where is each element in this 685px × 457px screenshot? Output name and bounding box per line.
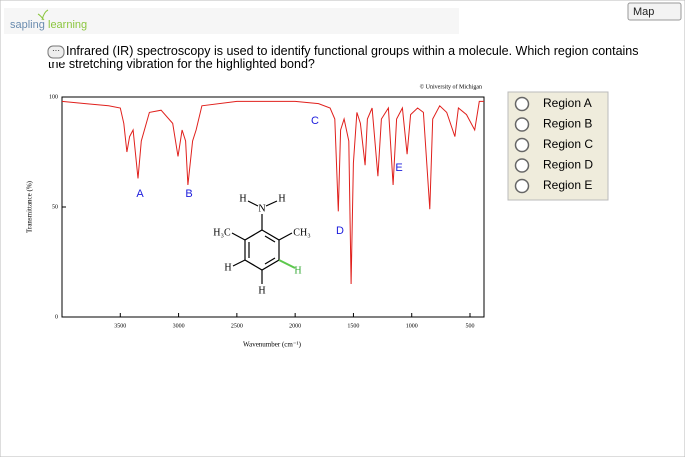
radio-button[interactable] <box>514 158 530 173</box>
highlighted-bond <box>278 259 296 269</box>
atom-label: H <box>258 285 265 296</box>
map-label[interactable]: Map <box>633 6 654 18</box>
y-tick-label: 0 <box>55 314 58 320</box>
atom-label: H <box>278 193 285 204</box>
source: © University of Michigan <box>420 83 482 90</box>
atom-label: CH₃ <box>293 227 310 238</box>
map-button[interactable] <box>627 2 682 21</box>
comment-icon[interactable] <box>47 45 65 59</box>
atom-label: H <box>239 193 246 204</box>
header-bar <box>4 8 459 34</box>
region-label: E <box>395 162 402 174</box>
radio-button[interactable] <box>514 137 530 153</box>
option-label[interactable]: Region C <box>543 137 593 151</box>
atom-label: H₃C <box>213 227 231 238</box>
region-label: C <box>311 115 319 127</box>
option-label[interactable]: Region E <box>543 178 592 192</box>
atom-label: H <box>224 262 231 273</box>
radio-button[interactable] <box>514 96 530 112</box>
y-tick-label: 50 <box>52 204 58 210</box>
region-label: B <box>185 188 192 200</box>
x-tick-label: 2500 <box>231 323 243 329</box>
comment-dots: ··· <box>52 46 60 55</box>
x-tick-label: 1500 <box>347 323 359 329</box>
bonds <box>231 200 293 284</box>
atom-label: H <box>294 265 301 276</box>
logo-word: sapling <box>10 19 45 31</box>
question-line: Infrared (IR) spectroscopy is used to id… <box>66 44 642 58</box>
option-label[interactable]: Region D <box>543 158 593 172</box>
radio-button[interactable] <box>514 117 530 132</box>
molecule: H N H H₃C CH₃ H H H <box>213 193 310 296</box>
chart: © University of Michigan Wavenumber (cm⁻… <box>26 83 485 349</box>
x-tick-label: 3000 <box>173 323 185 329</box>
option-label[interactable]: Region A <box>543 96 592 110</box>
y-tick-label: 100 <box>49 94 58 100</box>
region-label: A <box>136 188 144 200</box>
x-tick-label: 1000 <box>406 323 418 329</box>
x-tick-label: 3500 <box>114 323 126 329</box>
logo-word: learning <box>48 19 87 31</box>
double-bonds <box>248 235 276 265</box>
atom-label: N <box>258 203 265 214</box>
x-axis-label: Wavenumber (cm⁻¹) <box>243 341 302 349</box>
spectrum-line <box>61 100 484 285</box>
x-tick-label: 2000 <box>289 323 301 329</box>
option-label[interactable]: Region B <box>543 117 592 131</box>
question-text: Infrared (IR) spectroscopy is used to id… <box>48 44 642 71</box>
question-line: the stretching vibration for the highlig… <box>48 57 315 71</box>
y-axis-label: Transmittance (%) <box>26 180 34 233</box>
radio-button[interactable] <box>514 178 530 194</box>
logo-leaf <box>37 9 49 21</box>
region-label: D <box>336 225 344 237</box>
x-tick-label: 500 <box>466 323 475 329</box>
